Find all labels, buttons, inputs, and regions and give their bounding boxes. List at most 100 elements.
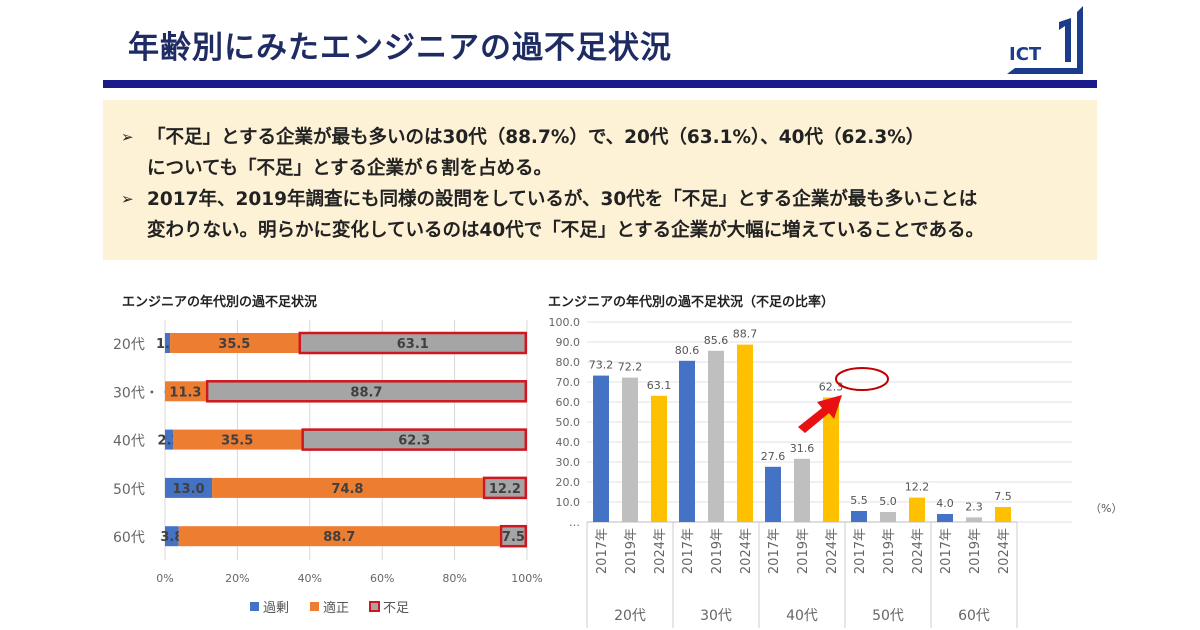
bar-segment-過剰: [165, 477, 213, 498]
y-tick-label: 30.0: [556, 456, 581, 469]
y-tick-label: 40.0: [556, 436, 581, 449]
summary-box: ➢ 「不足」とする企業が最も多いのは30代（88.7%）で、20代（63.1%）…: [103, 100, 1097, 260]
year-label: 2019年: [796, 528, 811, 574]
bar-segment-過剰: [165, 526, 179, 547]
y-tick-label: 70.0: [556, 376, 581, 389]
data-label: 88.7: [323, 530, 355, 545]
data-label: 62.3: [819, 380, 844, 393]
bar-2019年: [622, 377, 638, 522]
data-label: 73.2: [589, 359, 614, 372]
bullet-line: 「不足」とする企業が最も多いのは30代（88.7%）で、20代（63.1%）、4…: [147, 127, 925, 148]
svg-text:ICT: ICT: [1009, 44, 1042, 65]
year-label: 2024年: [825, 528, 840, 574]
bullet-line: についても「不足」とする企業が６割を占める。: [147, 158, 552, 179]
x-tick-label: 80%: [442, 572, 466, 585]
x-tick-label: 100%: [511, 572, 542, 585]
data-label: 80.6: [675, 344, 700, 357]
data-label: 12.2: [489, 482, 521, 497]
legend-swatch: [250, 602, 259, 611]
category-label: 20代: [113, 337, 145, 353]
data-label: 88.7: [350, 385, 382, 400]
left-chart-title: エンジニアの年代別の過不足状況: [122, 295, 318, 310]
y-tick-label: 60.0: [556, 396, 581, 409]
y-tick-label: 100.0: [549, 316, 581, 329]
data-label: 63.1: [647, 379, 672, 392]
bar-segment-不足: [205, 380, 528, 403]
group-label: 60代: [958, 608, 990, 624]
group-label: 20代: [614, 608, 646, 624]
bar-2024年: [737, 344, 753, 522]
group-label: 50代: [872, 608, 904, 624]
data-label: 85.6: [704, 334, 729, 347]
year-label: 2024年: [653, 528, 668, 574]
bar-segment-不足: [482, 476, 528, 500]
data-label: 62.3: [398, 434, 430, 449]
y-tick-label: 20.0: [556, 476, 581, 489]
data-label: 72.2: [618, 361, 643, 374]
year-label: 2017年: [767, 528, 782, 574]
bar-segment-不足: [499, 524, 528, 548]
bar-2017年: [937, 514, 953, 522]
year-label: 2019年: [882, 528, 897, 574]
right-chart-title: エンジニアの年代別の過不足状況（不足の比率）: [548, 295, 835, 310]
category-label: 30代・・: [113, 385, 173, 401]
bullet-line: 変わりない。明らかに変化しているのは40代で「不足」とする企業が大幅に増えている…: [147, 220, 984, 241]
bar-segment-不足: [298, 331, 528, 355]
data-label: 7.5: [994, 490, 1012, 503]
bar-2017年: [765, 466, 781, 522]
legend-swatch: [310, 602, 319, 611]
data-label: 12.2: [905, 481, 930, 494]
bar-2017年: [679, 360, 695, 522]
data-label: 88.7: [733, 328, 758, 341]
data-label: 7.5: [502, 530, 525, 545]
unit-label: （%）: [1090, 502, 1122, 515]
page-title: 年齢別にみたエンジニアの過不足状況: [128, 30, 672, 66]
y-tick-label: 90.0: [556, 336, 581, 349]
legend-label: 不足: [383, 601, 409, 616]
year-label: 2024年: [997, 528, 1012, 574]
x-tick-label: 40%: [298, 572, 322, 585]
year-label: 2024年: [739, 528, 754, 574]
x-tick-label: 60%: [370, 572, 394, 585]
bar-2024年: [651, 395, 667, 522]
bar-segment-適正: [178, 526, 500, 547]
category-label: 60代: [113, 530, 145, 546]
year-label: 2019年: [968, 528, 983, 574]
legend-swatch: [369, 601, 380, 612]
data-label: 74.8: [331, 482, 363, 497]
legend-label: 適正: [323, 600, 349, 616]
data-label: 31.6: [790, 442, 815, 455]
bar-segment-適正: [172, 429, 302, 450]
year-label: 2019年: [710, 528, 725, 574]
data-label: 35.5: [221, 434, 253, 449]
bar-2024年: [995, 507, 1011, 522]
arrow-bullet-icon: ➢: [121, 128, 134, 146]
bullet-line: 2017年、2019年調査にも同様の設問をしているが、30代を「不足」とする企業…: [147, 189, 978, 210]
data-label: 5.0: [879, 495, 897, 508]
legend-label: 過剰: [263, 601, 289, 616]
y-tick-label: 10.0: [556, 496, 581, 509]
bar-2019年: [966, 517, 982, 522]
bar-2017年: [851, 511, 867, 522]
category-label: 40代: [113, 434, 145, 450]
data-label: 13.0: [172, 482, 204, 497]
data-label: 3.8: [160, 530, 183, 545]
bar-segment-適正: [170, 333, 299, 353]
bar-2019年: [708, 350, 724, 522]
bar-segment-不足: [301, 428, 528, 451]
year-label: 2024年: [911, 528, 926, 574]
bar-2019年: [880, 512, 896, 522]
data-label: 35.5: [218, 337, 250, 352]
data-label: 2.3: [965, 500, 983, 513]
ict-logo: ICT: [1007, 6, 1083, 74]
year-label: 2017年: [939, 528, 954, 574]
bar-segment-適正: [212, 477, 483, 498]
data-label: 27.6: [761, 450, 786, 463]
data-label: 4.0: [936, 497, 954, 510]
bar-segment-過剰: [165, 429, 173, 450]
header-divider: [103, 80, 1097, 88]
bar-2019年: [794, 458, 810, 522]
y-tick-label: 80.0: [556, 356, 581, 369]
data-label: 5.5: [850, 494, 868, 507]
year-label: 2017年: [595, 528, 610, 574]
